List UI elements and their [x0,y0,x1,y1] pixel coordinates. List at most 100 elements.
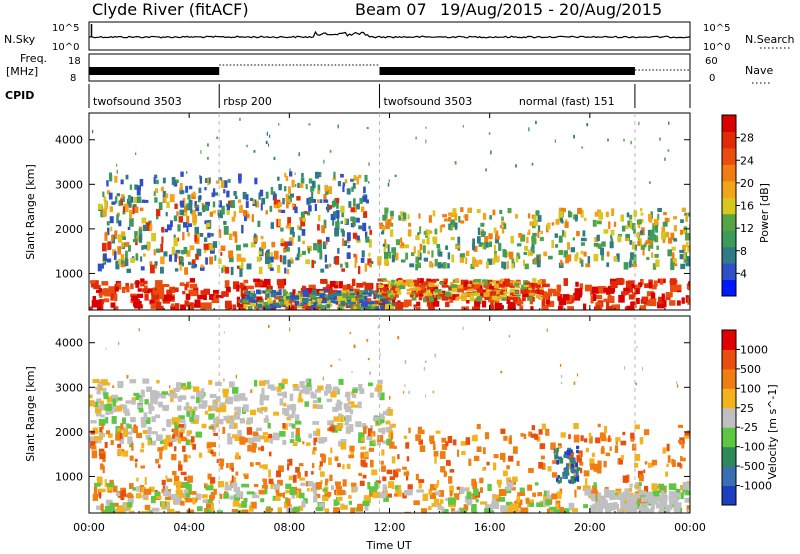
data-cell [293,386,300,392]
data-cell [376,439,382,446]
data-cell [210,442,217,448]
data-cell [417,249,422,254]
data-cell [278,122,280,126]
data-cell [132,206,135,215]
data-cell [377,257,382,266]
data-cell [273,250,279,260]
data-cell [285,303,291,307]
data-cell [346,240,350,244]
data-cell [567,210,571,218]
data-cell [204,186,207,191]
data-cell [478,259,483,265]
data-cell [220,180,225,189]
data-cell [215,180,220,184]
data-cell [264,478,268,487]
data-cell [162,190,167,198]
data-cell [603,488,610,492]
data-cell [181,383,186,388]
data-cell [603,425,608,434]
data-cell [227,436,233,445]
data-cell [133,196,139,204]
data-cell [476,208,481,214]
data-cell [292,441,298,447]
data-cell [312,400,319,404]
data-cell [499,496,506,502]
data-cell [306,488,310,492]
data-cell [394,485,399,490]
data-cell [348,294,355,299]
data-cell [639,238,642,246]
data-cell [390,210,394,217]
data-cell [369,371,372,375]
data-cell [415,263,419,271]
data-cell [362,281,367,286]
data-cell [260,406,268,411]
data-cell [192,443,197,450]
data-cell [506,481,514,489]
data-cell [485,168,487,172]
data-cell [282,289,287,294]
data-cell [290,431,295,439]
data-cell [341,211,344,218]
data-cell [566,254,572,262]
data-cell [382,284,389,291]
data-cell [417,278,421,282]
data-cell [136,298,141,303]
data-cell [276,386,282,392]
data-cell [506,510,514,513]
data-cell [182,481,190,489]
data-cell [495,230,499,237]
data-cell [230,480,233,488]
data-cell [123,408,130,414]
data-cell [203,292,207,301]
data-cell [601,446,605,450]
data-cell [199,266,205,271]
data-cell [439,225,443,233]
data-cell [634,493,641,499]
data-cell [266,297,272,301]
data-cell [459,256,465,263]
data-cell [319,199,323,204]
data-cell [528,127,530,132]
data-cell [140,256,143,262]
data-cell [329,150,332,153]
data-cell [432,301,440,307]
data-cell [579,257,582,264]
data-cell [368,306,375,310]
data-cell [244,214,247,222]
data-cell [234,476,237,485]
data-cell [515,300,524,305]
data-cell [579,461,584,466]
data-cell [177,396,182,400]
data-cell [134,458,138,462]
data-cell [176,252,179,259]
data-cell [223,390,229,398]
data-cell [271,241,276,248]
data-cell [297,437,302,443]
data-cell [393,445,397,449]
data-cell [428,297,434,302]
data-cell [601,253,604,261]
data-cell [352,388,358,393]
data-cell [302,285,306,293]
data-cell [173,481,182,486]
data-cell [498,488,506,496]
data-cell [209,480,214,489]
data-cell [122,196,125,203]
data-cell [357,503,364,512]
data-cell [501,286,508,290]
data-cell [103,260,107,265]
data-cell [97,263,102,272]
data-cell [338,440,343,447]
data-cell [171,246,175,256]
data-cell [312,490,317,495]
data-cell [592,485,598,493]
data-cell [243,404,249,412]
data-cell [142,224,148,232]
data-cell [484,235,489,244]
data-cell [337,463,341,468]
data-cell [127,195,132,202]
data-cell [298,392,302,399]
data-cell [364,263,368,272]
